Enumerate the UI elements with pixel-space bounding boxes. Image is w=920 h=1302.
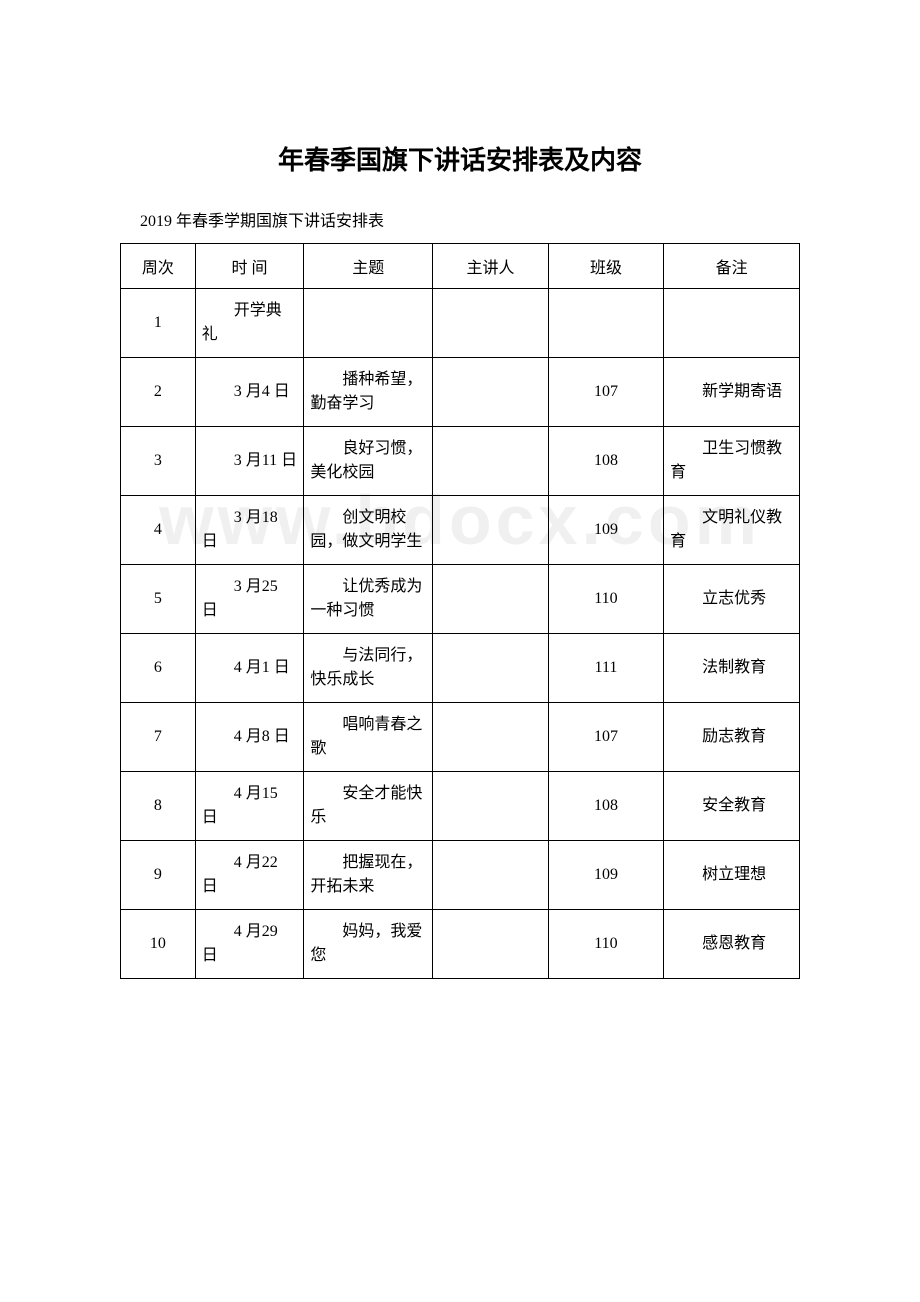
cell-speaker	[433, 496, 548, 565]
table-row: 23 月4 日播种希望，勤奋学习 107新学期寄语	[121, 358, 800, 427]
table-row: 1开学典礼	[121, 289, 800, 358]
cell-week: 10	[121, 910, 196, 979]
table-row: 33 月11 日良好习惯，美化校园 108卫生习惯教育	[121, 427, 800, 496]
cell-topic: 创文明校园，做文明学生	[304, 496, 433, 565]
cell-week: 3	[121, 427, 196, 496]
header-class: 班级	[548, 244, 663, 289]
cell-time: 开学典礼	[195, 289, 304, 358]
cell-class: 111	[548, 634, 663, 703]
cell-time: 4 月15 日	[195, 772, 304, 841]
cell-class: 110	[548, 910, 663, 979]
cell-speaker	[433, 358, 548, 427]
cell-week: 5	[121, 565, 196, 634]
cell-speaker	[433, 772, 548, 841]
cell-speaker	[433, 703, 548, 772]
cell-class	[548, 289, 663, 358]
cell-note: 树立理想	[664, 841, 800, 910]
cell-week: 1	[121, 289, 196, 358]
table-row: 94 月22 日把握现在，开拓未来 109树立理想	[121, 841, 800, 910]
cell-time: 3 月4 日	[195, 358, 304, 427]
cell-time: 3 月18 日	[195, 496, 304, 565]
header-topic: 主题	[304, 244, 433, 289]
cell-time: 4 月29 日	[195, 910, 304, 979]
cell-topic: 良好习惯，美化校园	[304, 427, 433, 496]
cell-topic: 与法同行，快乐成长	[304, 634, 433, 703]
cell-note: 新学期寄语	[664, 358, 800, 427]
table-row: 64 月1 日与法同行，快乐成长 111法制教育	[121, 634, 800, 703]
cell-topic: 唱响青春之歌	[304, 703, 433, 772]
cell-time: 3 月25 日	[195, 565, 304, 634]
cell-topic: 让优秀成为一种习惯	[304, 565, 433, 634]
cell-note: 立志优秀	[664, 565, 800, 634]
cell-topic	[304, 289, 433, 358]
cell-week: 8	[121, 772, 196, 841]
cell-time: 3 月11 日	[195, 427, 304, 496]
cell-class: 108	[548, 427, 663, 496]
table-row: 43 月18 日创文明校园，做文明学生 109文明礼仪教育	[121, 496, 800, 565]
page-subtitle: 2019 年春季学期国旗下讲话安排表	[120, 207, 800, 231]
cell-note: 卫生习惯教育	[664, 427, 800, 496]
cell-note	[664, 289, 800, 358]
table-body: 1开学典礼23 月4 日播种希望，勤奋学习107新学期寄语33 月11 日良好习…	[121, 289, 800, 979]
cell-note: 安全教育	[664, 772, 800, 841]
cell-note: 感恩教育	[664, 910, 800, 979]
cell-time: 4 月8 日	[195, 703, 304, 772]
schedule-table: 周次 时 间 主题 主讲人 班级 备注 1开学典礼23 月4 日播种希望，勤奋学…	[120, 243, 800, 979]
cell-speaker	[433, 427, 548, 496]
cell-week: 9	[121, 841, 196, 910]
cell-speaker	[433, 289, 548, 358]
cell-note: 文明礼仪教育	[664, 496, 800, 565]
cell-class: 108	[548, 772, 663, 841]
cell-speaker	[433, 634, 548, 703]
header-note: 备注	[664, 244, 800, 289]
cell-class: 107	[548, 358, 663, 427]
cell-speaker	[433, 910, 548, 979]
cell-class: 107	[548, 703, 663, 772]
cell-week: 4	[121, 496, 196, 565]
cell-note: 励志教育	[664, 703, 800, 772]
cell-time: 4 月1 日	[195, 634, 304, 703]
table-row: 53 月25 日让优秀成为一种习惯 110立志优秀	[121, 565, 800, 634]
cell-speaker	[433, 565, 548, 634]
cell-topic: 安全才能快乐	[304, 772, 433, 841]
cell-class: 110	[548, 565, 663, 634]
cell-week: 2	[121, 358, 196, 427]
table-row: 84 月15 日安全才能快乐 108安全教育	[121, 772, 800, 841]
table-row: 74 月8 日唱响青春之歌 107励志教育	[121, 703, 800, 772]
cell-time: 4 月22 日	[195, 841, 304, 910]
page-title: 年春季国旗下讲话安排表及内容	[120, 140, 800, 177]
cell-week: 7	[121, 703, 196, 772]
header-speaker: 主讲人	[433, 244, 548, 289]
table-header-row: 周次 时 间 主题 主讲人 班级 备注	[121, 244, 800, 289]
table-row: 104 月29 日妈妈，我爱您 110感恩教育	[121, 910, 800, 979]
cell-topic: 播种希望，勤奋学习	[304, 358, 433, 427]
cell-topic: 妈妈，我爱您	[304, 910, 433, 979]
cell-speaker	[433, 841, 548, 910]
cell-note: 法制教育	[664, 634, 800, 703]
cell-week: 6	[121, 634, 196, 703]
cell-class: 109	[548, 841, 663, 910]
header-time: 时 间	[195, 244, 304, 289]
header-week: 周次	[121, 244, 196, 289]
cell-topic: 把握现在，开拓未来	[304, 841, 433, 910]
cell-class: 109	[548, 496, 663, 565]
